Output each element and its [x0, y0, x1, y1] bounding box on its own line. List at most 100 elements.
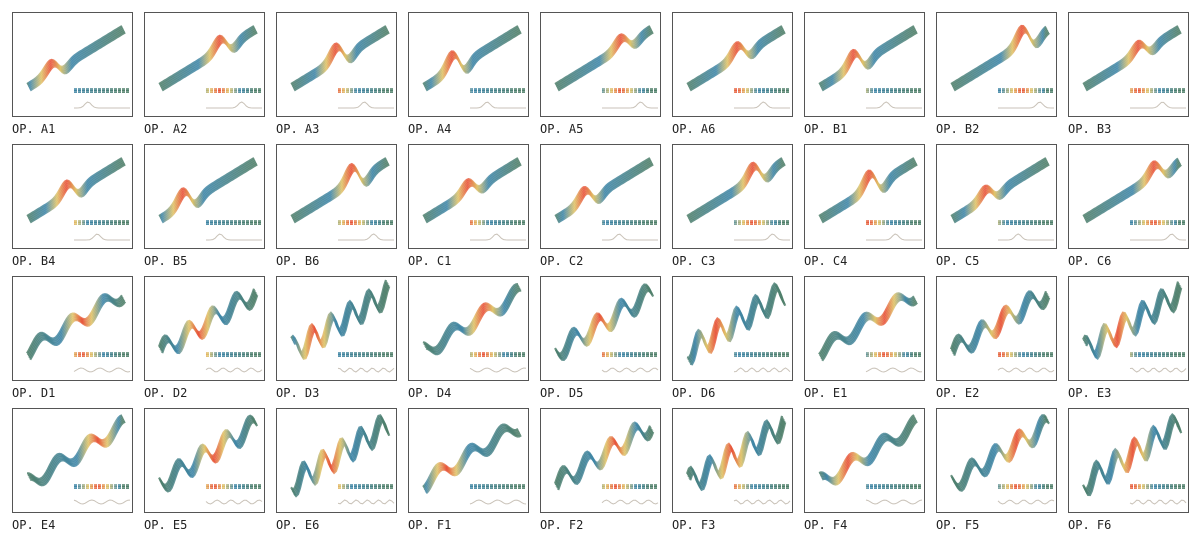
profile-curve [469, 499, 527, 505]
panel-label: OP. F2 [540, 518, 583, 532]
profile-curve [998, 101, 1054, 109]
panel-label: OP. F5 [936, 518, 979, 532]
ribbon-strand [820, 297, 918, 360]
panel: OP. E5 [144, 408, 265, 532]
ribbon-strand [818, 292, 915, 355]
ribbon-strand [820, 28, 917, 89]
panel: OP. F5 [936, 408, 1057, 532]
panel: OP. A3 [276, 12, 397, 136]
profile-curve [734, 233, 790, 241]
ribbon-strand [160, 160, 257, 221]
profile-curve [73, 367, 131, 373]
panel-label: OP. A5 [540, 122, 583, 136]
panel: OP. C2 [540, 144, 661, 268]
profile-curve [74, 101, 130, 109]
profile-curve [734, 101, 790, 109]
ribbon-strand [161, 420, 259, 493]
panel-label: OP. D4 [408, 386, 451, 400]
profile-curve [1130, 233, 1186, 241]
ribbon-strand [158, 157, 255, 217]
profile-curve [205, 367, 263, 373]
ribbon-strand [556, 160, 653, 221]
ribbon-strand [821, 418, 918, 485]
ribbon-strand [687, 158, 784, 219]
ribbon-strand [28, 417, 125, 484]
panel: OP. D3 [276, 276, 397, 400]
ribbon-strand [953, 296, 1051, 356]
ribbon-strand [1085, 287, 1183, 360]
profile-curve [206, 233, 262, 241]
profile-curve [1130, 101, 1186, 109]
panel: OP. C5 [936, 144, 1057, 268]
ribbon-strand [557, 427, 655, 491]
ribbon-strand [160, 161, 257, 222]
panel-frame [12, 144, 133, 249]
panel: OP. F2 [540, 408, 661, 532]
ribbon-strand [818, 293, 916, 357]
ribbon-strand [819, 415, 916, 481]
ribbon-strand [689, 288, 787, 366]
ribbon-strand [554, 157, 651, 217]
ribbon-strand [820, 417, 917, 483]
panel-label: OP. D6 [672, 386, 715, 400]
ribbon-strand [686, 157, 783, 217]
ribbon-strand [953, 420, 1050, 492]
panel: OP. B4 [12, 144, 133, 268]
panel: OP. B2 [936, 12, 1057, 136]
panel-label: OP. B4 [12, 254, 55, 268]
panel-label: OP. B5 [144, 254, 187, 268]
ribbon-strand [423, 284, 519, 351]
ribbon-strand [27, 415, 124, 482]
ribbon-strand [293, 420, 391, 498]
profile-curve [997, 367, 1055, 373]
ribbon-strand [819, 295, 917, 359]
profile-curve [997, 499, 1055, 505]
ribbon-strand [425, 287, 521, 354]
ribbon-strand [952, 160, 1049, 221]
ribbon-strand [821, 163, 918, 224]
panel: OP. E1 [804, 276, 925, 400]
panel-label: OP. C1 [408, 254, 451, 268]
panel-frame [276, 12, 397, 117]
panel: OP. C4 [804, 144, 925, 268]
panel-label: OP. E3 [1068, 386, 1111, 400]
ribbon-strand [292, 160, 389, 221]
panel-label: OP. C4 [804, 254, 847, 268]
ribbon-strand [821, 298, 918, 362]
profile-curve [998, 233, 1054, 241]
panel-label: OP. D5 [540, 386, 583, 400]
ribbon-strand [1084, 28, 1181, 89]
ribbon-strand [29, 31, 126, 92]
profile-curve [337, 499, 395, 505]
ribbon-strand [953, 31, 1050, 92]
panel: OP. B6 [276, 144, 397, 268]
panel-label: OP. D1 [12, 386, 55, 400]
panel: OP. E2 [936, 276, 1057, 400]
panel-label: OP. A1 [12, 122, 55, 136]
ribbon-strand [818, 414, 915, 480]
ribbon-strand [820, 160, 917, 221]
ribbon-strand [293, 286, 391, 360]
ribbon-strand [26, 294, 124, 356]
panel-frame [276, 144, 397, 249]
ribbon-strand [423, 26, 520, 87]
panel-label: OP. F1 [408, 518, 451, 532]
panel-label: OP. C2 [540, 254, 583, 268]
panel: OP. A1 [12, 12, 133, 136]
panel-label: OP. A3 [276, 122, 319, 136]
ribbon-strand [424, 29, 521, 90]
panel-label: OP. C3 [672, 254, 715, 268]
panel-frame [276, 276, 397, 381]
panel-label: OP. B3 [1068, 122, 1111, 136]
ribbon-strand [424, 286, 520, 352]
profile-curve [733, 367, 791, 373]
ribbon-strand [689, 31, 786, 92]
ribbon-strand [950, 157, 1047, 217]
panel: OP. E3 [1068, 276, 1189, 400]
panel-label: OP. B1 [804, 122, 847, 136]
ribbon-strand [688, 28, 785, 89]
ribbon-strand [818, 157, 915, 217]
ribbon-strand [293, 31, 390, 92]
ribbon-strand [821, 420, 918, 486]
